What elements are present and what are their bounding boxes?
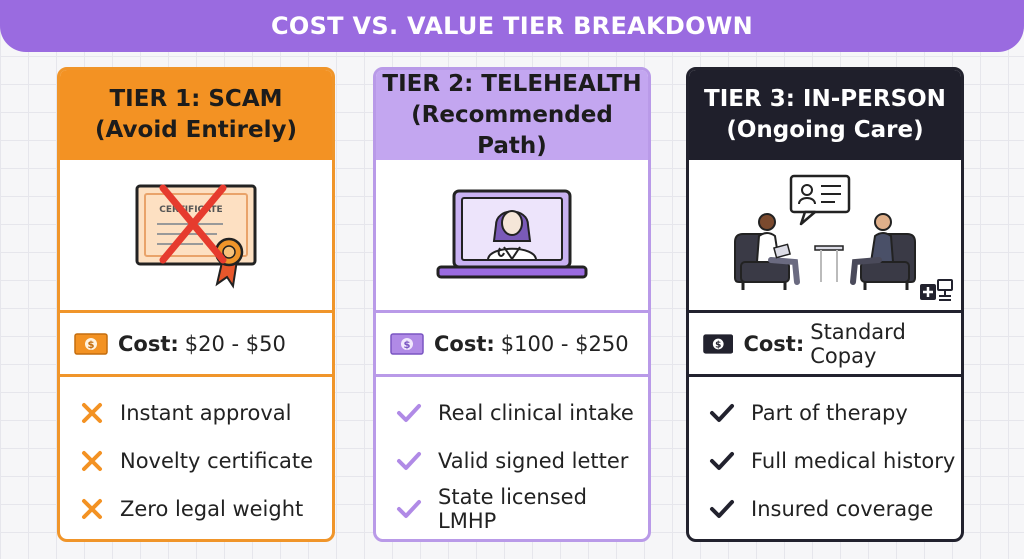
tier-subtitle: (Ongoing Care) — [726, 117, 924, 143]
tier-title: TIER 3: IN-PERSON — [704, 86, 946, 112]
tier-card-in-person: TIER 3: IN-PERSON (Ongoing Care) — [686, 67, 964, 542]
cost-value: $20 - $50 — [184, 331, 286, 356]
check-icon — [710, 452, 734, 470]
tier-header: TIER 1: SCAM (Avoid Entirely) — [60, 70, 332, 160]
list-item: Part of therapy — [689, 389, 961, 437]
feature-text: State licensed LMHP — [438, 485, 587, 533]
feature-list: Part of therapy Full medical history Ins… — [689, 377, 961, 533]
feature-text: Real clinical intake — [438, 401, 634, 425]
cost-row: $ Cost: $100 - $250 — [376, 313, 648, 377]
list-item: Full medical history — [689, 437, 961, 485]
check-icon — [397, 452, 421, 470]
cost-label: Cost: — [434, 331, 495, 356]
money-bill-icon: $ — [74, 332, 108, 355]
cost-row: $ Cost: $20 - $50 — [60, 313, 332, 377]
feature-text: Instant approval — [120, 401, 292, 425]
list-item: Insured coverage — [689, 485, 961, 533]
check-icon — [397, 404, 421, 422]
certificate-illustration: CERTIFICATE — [60, 160, 332, 313]
feature-text: Full medical history — [751, 449, 956, 473]
cost-label: Cost: — [743, 331, 805, 356]
feature-list: Instant approval Novelty certificate Zer… — [60, 377, 332, 533]
tier-title: TIER 2: TELEHEALTH — [382, 70, 642, 97]
feature-text: Valid signed letter — [438, 449, 629, 473]
medical-computer-icon — [920, 279, 953, 301]
cost-label: Cost: — [118, 331, 179, 356]
list-item: Novelty certificate — [60, 437, 332, 485]
list-item: Real clinical intake — [376, 389, 648, 437]
money-bill-icon: $ — [390, 332, 424, 355]
title-banner: COST VS. VALUE TIER BREAKDOWN — [0, 0, 1024, 52]
feature-text: Novelty certificate — [120, 449, 314, 473]
list-item: Zero legal weight — [60, 485, 332, 533]
svg-text:$: $ — [715, 340, 721, 350]
list-item: Instant approval — [60, 389, 332, 437]
svg-text:$: $ — [88, 340, 95, 351]
feature-text: Part of therapy — [751, 401, 908, 425]
cost-value: Standard Copay — [810, 319, 906, 368]
tier-card-telehealth: TIER 2: TELEHEALTH (Recommended Path) $ … — [373, 67, 651, 542]
doctor-laptop-icon — [436, 189, 588, 279]
tier-subtitle: (Avoid Entirely) — [95, 117, 297, 143]
tier-card-scam: TIER 1: SCAM (Avoid Entirely) CERTIFICAT… — [57, 67, 335, 542]
tier-title: TIER 1: SCAM — [109, 86, 283, 112]
list-item: State licensed LMHP — [376, 485, 648, 533]
check-icon — [710, 404, 734, 422]
cost-value: $100 - $250 — [500, 331, 629, 356]
in-person-illustration — [689, 160, 961, 313]
cross-icon — [82, 499, 102, 519]
certificate-text: CERTIFICATE — [159, 205, 222, 215]
cross-icon — [82, 451, 102, 471]
crossed-certificate-icon: CERTIFICATE — [135, 184, 257, 289]
check-icon — [710, 500, 734, 518]
feature-text: Insured coverage — [751, 497, 934, 521]
money-bill-icon: $ — [703, 333, 734, 354]
page-title: COST VS. VALUE TIER BREAKDOWN — [270, 12, 753, 40]
therapy-session-icon — [734, 174, 916, 290]
tier-header: TIER 2: TELEHEALTH (Recommended Path) — [376, 70, 648, 160]
cross-icon — [82, 403, 102, 423]
telehealth-illustration — [376, 160, 648, 313]
cost-row: $ Cost: Standard Copay — [689, 313, 961, 377]
check-icon — [397, 500, 421, 518]
svg-text:$: $ — [404, 340, 411, 351]
list-item: Valid signed letter — [376, 437, 648, 485]
feature-list: Real clinical intake Valid signed letter… — [376, 377, 648, 533]
feature-text: Zero legal weight — [120, 497, 304, 521]
tier-header: TIER 3: IN-PERSON (Ongoing Care) — [689, 70, 961, 160]
tier-subtitle: (Recommended Path) — [411, 101, 613, 159]
